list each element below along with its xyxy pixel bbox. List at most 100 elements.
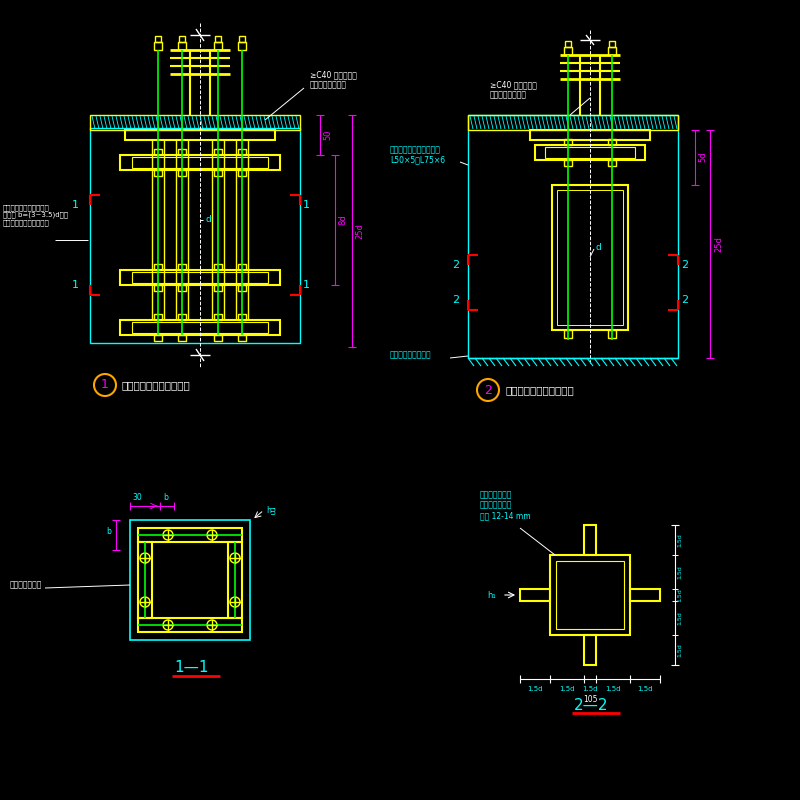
Text: 锚栓固定架设置标高: 锚栓固定架设置标高 (390, 350, 432, 359)
Text: d: d (205, 215, 210, 225)
Bar (154, 314, 162, 320)
Text: 2: 2 (452, 295, 459, 305)
Text: 锚栓固定架角制，通常用
L50×5～L75×6: 锚栓固定架角制，通常用 L50×5～L75×6 (390, 146, 445, 165)
Bar (179, 36, 185, 42)
Text: 1: 1 (101, 378, 109, 391)
Bar (178, 149, 186, 155)
Bar (556, 561, 624, 629)
Bar (564, 160, 572, 166)
Bar (608, 139, 616, 145)
Bar (468, 115, 678, 358)
Bar (178, 264, 186, 270)
Bar (155, 36, 161, 42)
Bar (239, 36, 245, 42)
Text: 1.5d: 1.5d (678, 533, 682, 547)
Bar (468, 115, 678, 130)
Text: 1.5d: 1.5d (606, 686, 621, 692)
Text: 柱脚锚栓固定支架（一）: 柱脚锚栓固定支架（一） (122, 380, 190, 390)
Text: 1.5d: 1.5d (678, 588, 682, 602)
Bar (214, 335, 222, 341)
Bar (132, 322, 268, 333)
Bar (564, 139, 572, 145)
Bar (178, 335, 186, 341)
Bar (132, 272, 268, 283)
Text: 5d: 5d (698, 152, 707, 162)
Bar (154, 285, 162, 291)
Text: 锚栓固定架隔板
（兼作锚固板）
板厚 12-14 mm: 锚栓固定架隔板 （兼作锚固板） 板厚 12-14 mm (480, 490, 530, 520)
Bar (584, 635, 596, 665)
Bar (120, 270, 280, 285)
Bar (138, 542, 152, 618)
Bar (530, 130, 650, 140)
Bar (214, 285, 222, 291)
Text: 柱脚锚栓固定支架（二）: 柱脚锚栓固定支架（二） (505, 385, 574, 395)
Bar (557, 190, 623, 325)
Bar (125, 130, 275, 140)
Bar (130, 520, 250, 640)
Bar (154, 264, 162, 270)
Text: 25d: 25d (714, 236, 723, 252)
Text: hᴟ: hᴟ (266, 506, 276, 514)
Text: 1.5d: 1.5d (527, 686, 542, 692)
Text: 50: 50 (323, 130, 332, 140)
Text: 25d: 25d (355, 223, 364, 239)
Bar (608, 47, 616, 55)
Bar (214, 314, 222, 320)
Bar (238, 264, 246, 270)
Bar (520, 589, 550, 601)
Bar (552, 185, 628, 330)
Text: 1.5d: 1.5d (678, 565, 682, 579)
Bar (214, 42, 222, 50)
Bar (178, 170, 186, 176)
Bar (154, 42, 162, 50)
Bar (238, 314, 246, 320)
Text: 1: 1 (303, 200, 310, 210)
Text: 2: 2 (681, 260, 688, 270)
Text: 1: 1 (72, 200, 79, 210)
Bar (238, 149, 246, 155)
Text: 1—1: 1—1 (174, 661, 209, 675)
Bar (535, 145, 645, 160)
Bar (238, 335, 246, 341)
Bar (90, 115, 300, 130)
Bar (550, 555, 630, 635)
Bar (120, 155, 280, 170)
Text: 8d: 8d (338, 214, 347, 226)
Text: 30: 30 (132, 494, 142, 502)
Bar (214, 170, 222, 176)
Bar (238, 170, 246, 176)
Bar (178, 42, 186, 50)
Bar (132, 157, 268, 168)
Text: 1.5d: 1.5d (582, 686, 598, 692)
Text: ≥C40 无收缩细石
混凝土或硫用砂浆: ≥C40 无收缩细石 混凝土或硫用砂浆 (490, 80, 537, 100)
Bar (238, 42, 246, 50)
Bar (565, 41, 571, 47)
Text: 2: 2 (484, 383, 492, 397)
Bar (120, 320, 280, 335)
Text: 1.5d: 1.5d (638, 686, 653, 692)
Bar (545, 147, 635, 158)
Bar (178, 285, 186, 291)
Text: 1.5d: 1.5d (678, 643, 682, 657)
Text: ≥C40 无收缩细石
混凝土或硫用砂浆: ≥C40 无收缩细石 混凝土或硫用砂浆 (310, 70, 357, 90)
Bar (228, 542, 242, 618)
Bar (608, 160, 616, 166)
Text: 1: 1 (303, 280, 310, 290)
Bar (584, 525, 596, 555)
Text: 1: 1 (72, 280, 79, 290)
Text: 1.5d: 1.5d (678, 611, 682, 625)
Bar (154, 335, 162, 341)
Text: h₁: h₁ (487, 590, 496, 599)
Text: 105: 105 (582, 694, 598, 703)
Bar (178, 314, 186, 320)
Bar (214, 149, 222, 155)
Bar (609, 41, 615, 47)
Text: 1.5d: 1.5d (559, 686, 574, 692)
Bar (138, 528, 242, 542)
Text: 2: 2 (452, 260, 459, 270)
Text: d: d (595, 242, 601, 251)
Text: 锚栓固定束角制: 锚栓固定束角制 (10, 581, 42, 590)
Bar (154, 149, 162, 155)
Text: b: b (163, 494, 168, 502)
Bar (214, 264, 222, 270)
